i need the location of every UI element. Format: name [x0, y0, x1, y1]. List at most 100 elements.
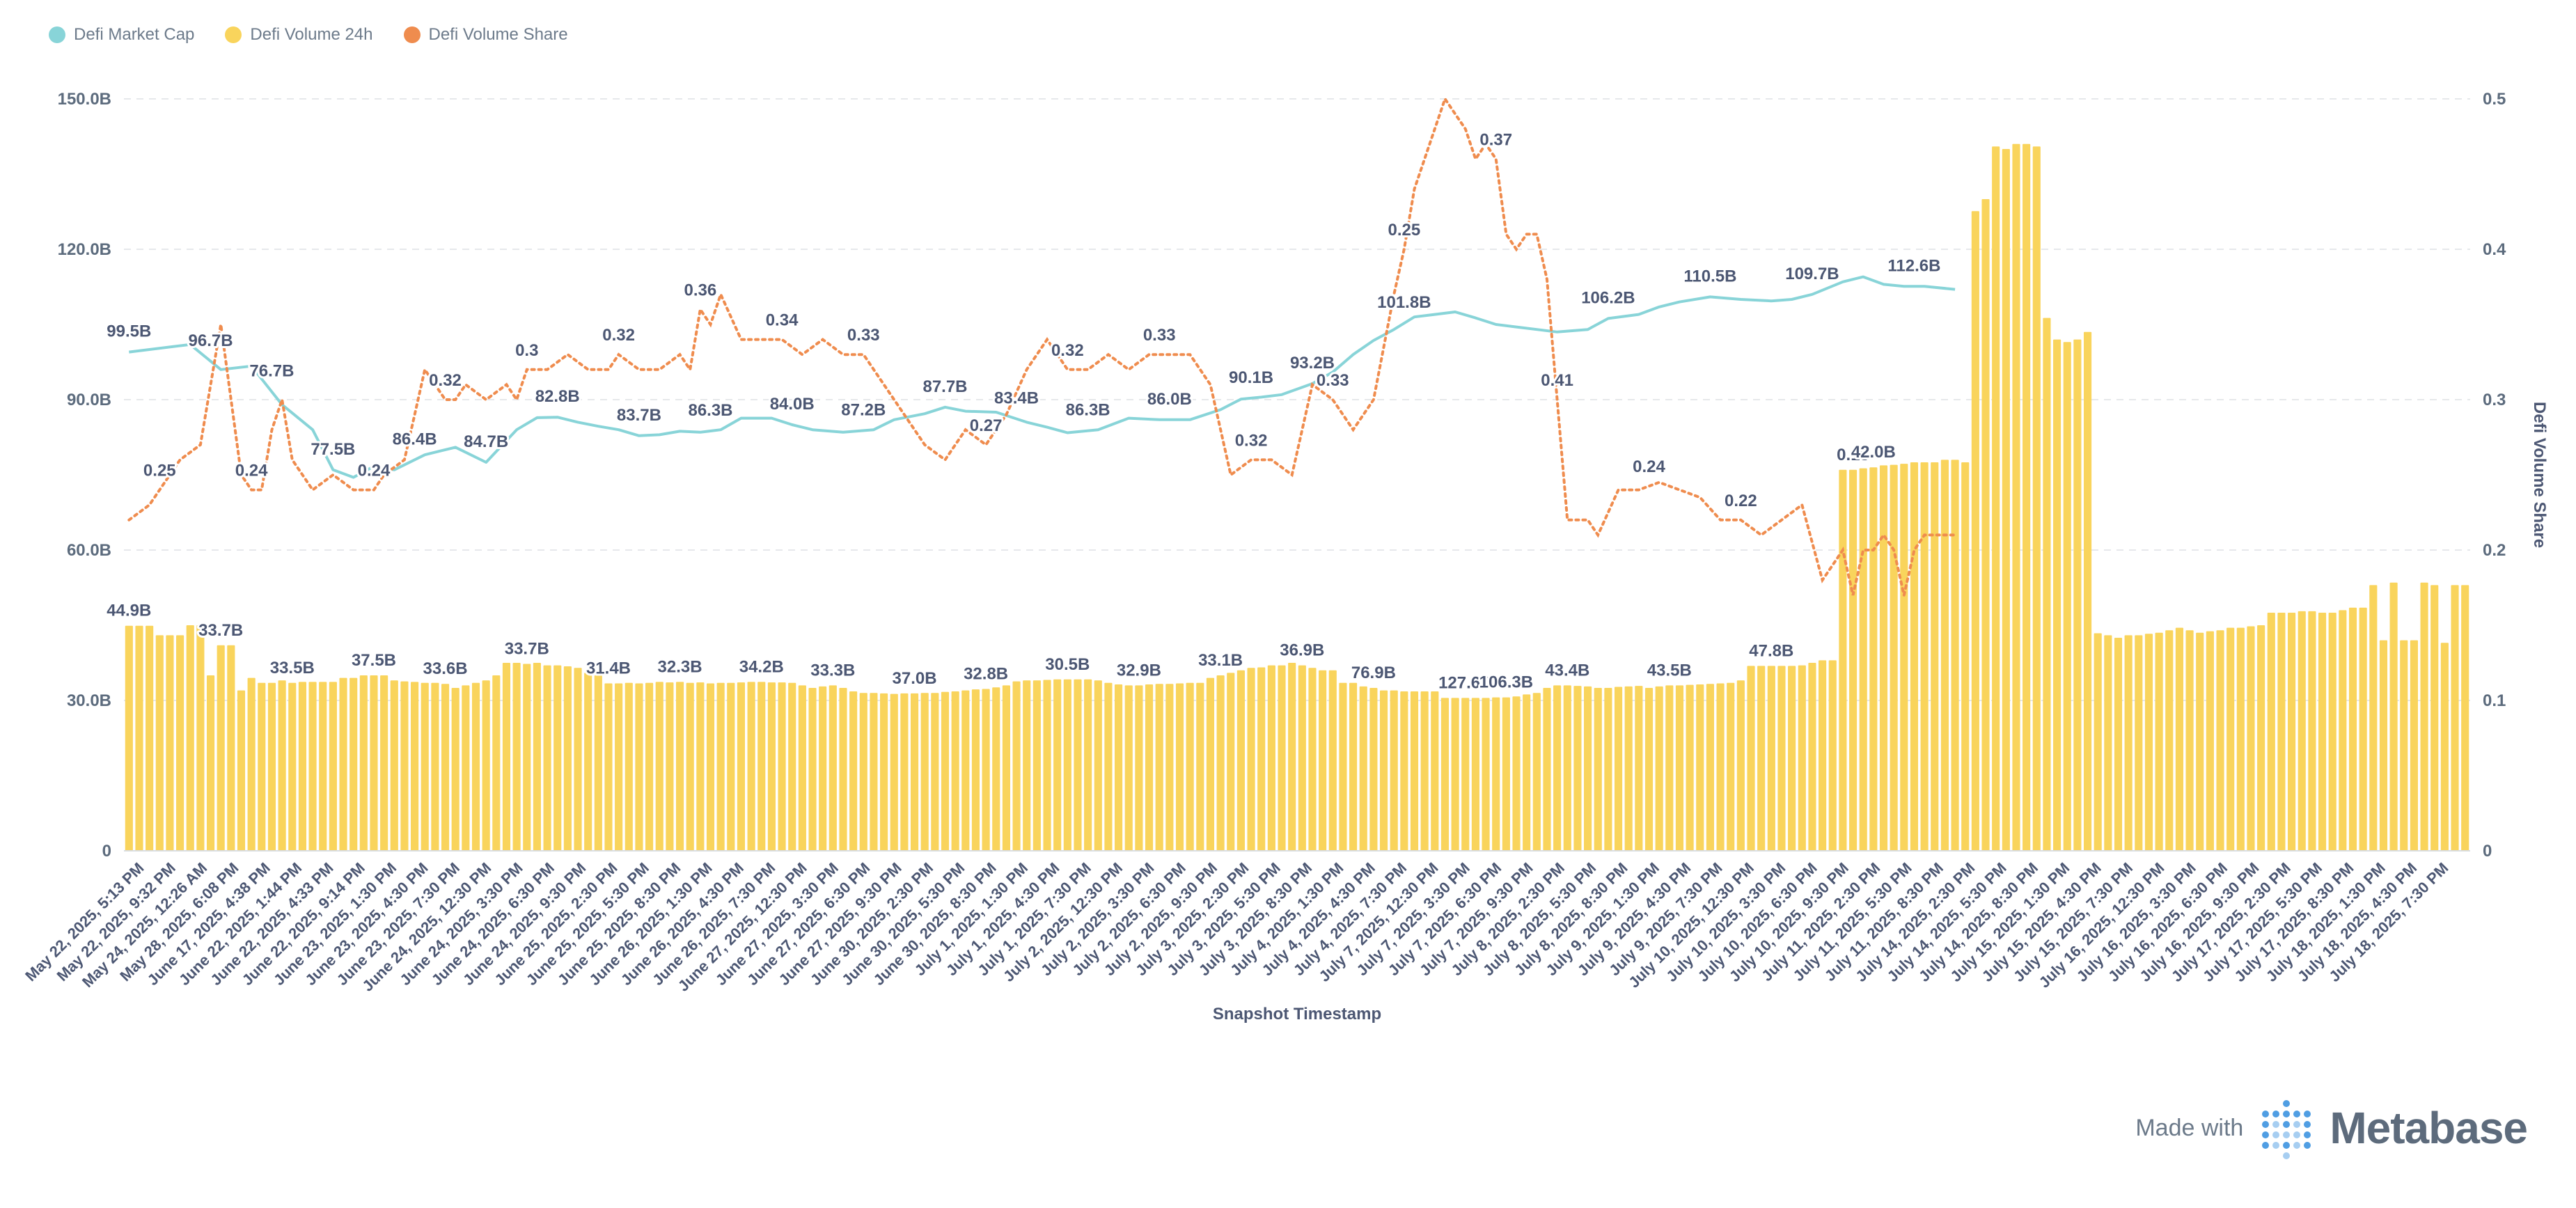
- volume-share-data-label: 0.24: [1633, 457, 1665, 476]
- bar: [533, 663, 541, 851]
- bar: [1328, 670, 1337, 851]
- legend-label: Defi Market Cap: [74, 25, 195, 44]
- bar: [870, 693, 878, 851]
- bar: [411, 682, 419, 851]
- volume-share-data-label: 0.22: [1725, 492, 1757, 510]
- line-layer: [127, 95, 1957, 596]
- bar: [1206, 677, 1215, 851]
- bar: [1931, 462, 1939, 851]
- bar: [931, 693, 939, 851]
- bar: [258, 682, 266, 851]
- bar: [380, 675, 388, 851]
- bar: [2155, 632, 2163, 851]
- market-cap-data-label: 93.2B: [1290, 354, 1335, 372]
- volume-data-label: 0.18: [1837, 446, 1869, 464]
- bar: [788, 682, 796, 851]
- y-tick-label-right: 0.1: [2483, 691, 2506, 710]
- bar: [604, 683, 613, 851]
- market-cap-data-label: 101.8B: [1377, 293, 1431, 312]
- bar: [2379, 640, 2388, 851]
- bar: [1145, 684, 1154, 851]
- volume-data-label: 37.5B: [352, 651, 396, 670]
- y-tick-label-left: 150.0B: [58, 90, 111, 109]
- market-cap-data-label: 87.2B: [841, 400, 886, 419]
- bar: [1920, 462, 1929, 851]
- bar: [1482, 698, 1490, 851]
- y-tick-label-left: 120.0B: [58, 240, 111, 259]
- volume-share-data-label: 0.33: [1317, 371, 1349, 390]
- market-cap-data-label: 106.2B: [1581, 288, 1635, 307]
- bar: [308, 682, 317, 851]
- market-cap-data-label: 87.7B: [922, 377, 967, 396]
- bar: [370, 675, 378, 851]
- bar: [696, 682, 705, 851]
- bar: [798, 685, 806, 851]
- market-cap-data-label: 109.7B: [1785, 265, 1839, 283]
- bar: [767, 682, 776, 851]
- bar: [2451, 585, 2459, 851]
- bar: [992, 687, 1000, 851]
- bar: [666, 682, 674, 851]
- bar: [757, 682, 766, 851]
- bar: [1839, 469, 1847, 851]
- label-layer: 44.9B 33.7B 33.5B 37.5B 33.6B 33.7B 31.4B 32.3B…: [104, 128, 1942, 694]
- volume-share-line: [127, 95, 1957, 596]
- bar: [1532, 693, 1541, 851]
- volume-data-label: 36.9B: [1280, 641, 1324, 660]
- bar: [1900, 464, 1908, 851]
- bar: [298, 682, 306, 851]
- y-tick-label-right: 0.2: [2483, 541, 2506, 560]
- bar: [1227, 673, 1235, 851]
- bar: [1981, 199, 1990, 851]
- bar: [237, 690, 246, 851]
- bar: [2461, 585, 2469, 851]
- bar: [2339, 610, 2347, 851]
- bar: [1053, 679, 1062, 851]
- bar: [2359, 607, 2367, 851]
- bar-layer: [125, 143, 2469, 852]
- bar: [146, 625, 154, 851]
- bar: [2369, 585, 2378, 851]
- volume-share-data-label: 0.32: [1051, 341, 1084, 360]
- volume-data-label: 33.7B: [505, 639, 549, 658]
- bar: [1992, 146, 2000, 851]
- bar: [502, 663, 511, 851]
- bar: [1002, 685, 1010, 851]
- bar: [1094, 680, 1102, 851]
- bar: [1675, 685, 1684, 851]
- legend-item-volume[interactable]: Defi Volume 24h: [225, 25, 373, 45]
- market-cap-data-label: 83.4B: [994, 389, 1039, 408]
- bar: [635, 683, 643, 851]
- bar: [594, 675, 602, 851]
- bar: [1298, 665, 1306, 851]
- bar: [2124, 635, 2133, 851]
- y-axis-right-title: Defi Volume Share: [2530, 402, 2549, 548]
- bar: [339, 677, 347, 851]
- legend-item-market-cap[interactable]: Defi Market Cap: [49, 25, 194, 45]
- bar: [1084, 679, 1092, 851]
- bar: [727, 682, 735, 851]
- volume-share-data-label: 0.33: [1143, 326, 1176, 345]
- market-cap-data-label: 110.5B: [1683, 267, 1736, 285]
- bar: [267, 682, 276, 851]
- legend-item-share[interactable]: Defi Volume Share: [403, 25, 568, 45]
- bar: [1523, 694, 1531, 851]
- bar: [1115, 684, 1123, 851]
- bar: [910, 693, 919, 851]
- bar: [2165, 630, 2174, 851]
- bar: [2083, 331, 2092, 851]
- bar: [2053, 339, 2061, 852]
- bar: [675, 682, 684, 851]
- market-cap-data-label: 112.6B: [1887, 256, 1940, 275]
- volume-data-label: 33.3B: [810, 661, 855, 680]
- bar: [350, 677, 358, 851]
- bar: [2389, 582, 2398, 851]
- bar: [2288, 613, 2296, 851]
- bar: [441, 684, 450, 851]
- bar: [1349, 682, 1358, 851]
- bar: [2023, 143, 2031, 852]
- bar: [747, 682, 755, 851]
- bar: [1777, 666, 1786, 851]
- bar: [206, 675, 215, 851]
